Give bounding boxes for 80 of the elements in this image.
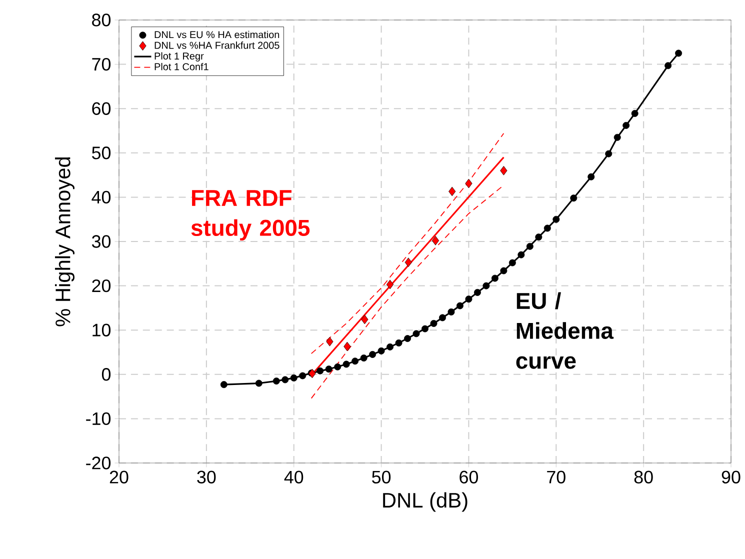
point — [378, 347, 385, 354]
point — [535, 234, 542, 241]
y-axis-title: % Highly Annoyed — [54, 157, 74, 326]
point — [482, 282, 490, 290]
point — [526, 242, 534, 250]
point — [386, 343, 394, 350]
x-tick-label: 40 — [284, 470, 304, 484]
x-tick-label: 30 — [197, 470, 216, 484]
point — [622, 122, 630, 129]
x-tick-label: 90 — [722, 470, 740, 484]
point — [500, 267, 508, 274]
y-tick-label: -20 — [86, 456, 111, 470]
point — [422, 325, 428, 332]
point — [272, 378, 280, 385]
point — [220, 381, 228, 388]
point — [439, 314, 446, 322]
legend-label: Plot 1 Conf1 — [154, 62, 208, 70]
point — [474, 288, 481, 296]
x-axis-title: DNL (dB) — [383, 492, 468, 512]
point — [352, 358, 359, 365]
point — [544, 224, 551, 232]
y-tick-label: 0 — [102, 368, 111, 381]
point — [290, 374, 298, 382]
point — [432, 236, 440, 246]
point — [456, 302, 464, 310]
line-series — [310, 184, 504, 399]
y-tick-label: 80 — [92, 14, 111, 26]
point — [518, 251, 525, 258]
point — [404, 335, 412, 342]
x-tick-label: 20 — [110, 470, 128, 484]
x-tick-label: 70 — [547, 470, 566, 484]
point — [344, 342, 351, 352]
point — [412, 330, 420, 338]
point — [448, 308, 455, 316]
y-tick-label: 40 — [92, 190, 111, 204]
point — [448, 186, 456, 196]
annotation: EU / Miedema curve — [516, 292, 614, 369]
point — [588, 173, 595, 180]
point — [631, 110, 638, 117]
y-tick-label: -10 — [86, 412, 111, 426]
point — [552, 216, 560, 223]
x-tick-label: 50 — [372, 470, 391, 484]
point — [664, 62, 672, 70]
point — [404, 258, 412, 268]
point — [361, 314, 368, 324]
point — [614, 134, 621, 141]
y-tick-label: 20 — [92, 279, 111, 292]
point — [491, 274, 498, 282]
y-tick-label: 60 — [92, 102, 111, 115]
point — [316, 367, 324, 374]
point — [326, 336, 334, 346]
y-tick-label: 70 — [92, 58, 111, 71]
point — [465, 296, 472, 303]
point — [675, 50, 682, 57]
point — [334, 363, 342, 370]
point — [325, 366, 332, 373]
x-tick-label: 80 — [634, 470, 653, 484]
x-tick-label: 60 — [460, 470, 478, 484]
legend-label: DNL vs %HA Frankfurt 2005 — [154, 42, 280, 49]
point — [342, 360, 350, 368]
y-tick-label: 30 — [92, 235, 111, 248]
point — [500, 166, 508, 176]
point — [465, 178, 472, 188]
legend-label: DNL vs EU % HA estimation — [154, 30, 280, 38]
point — [369, 350, 376, 358]
point — [282, 376, 289, 384]
point — [605, 150, 612, 158]
line-series — [310, 132, 504, 354]
y-tick-label: 10 — [92, 324, 111, 336]
point — [508, 259, 516, 266]
point — [255, 380, 262, 387]
point — [386, 280, 394, 290]
annotation: FRA RDF study 2005 — [191, 190, 310, 241]
legend-label: Plot 1 Regr — [154, 52, 204, 62]
y-tick-label: 50 — [92, 146, 111, 160]
point — [395, 339, 402, 346]
point — [570, 194, 578, 202]
point — [360, 354, 368, 362]
point — [299, 372, 306, 380]
point — [430, 320, 438, 327]
